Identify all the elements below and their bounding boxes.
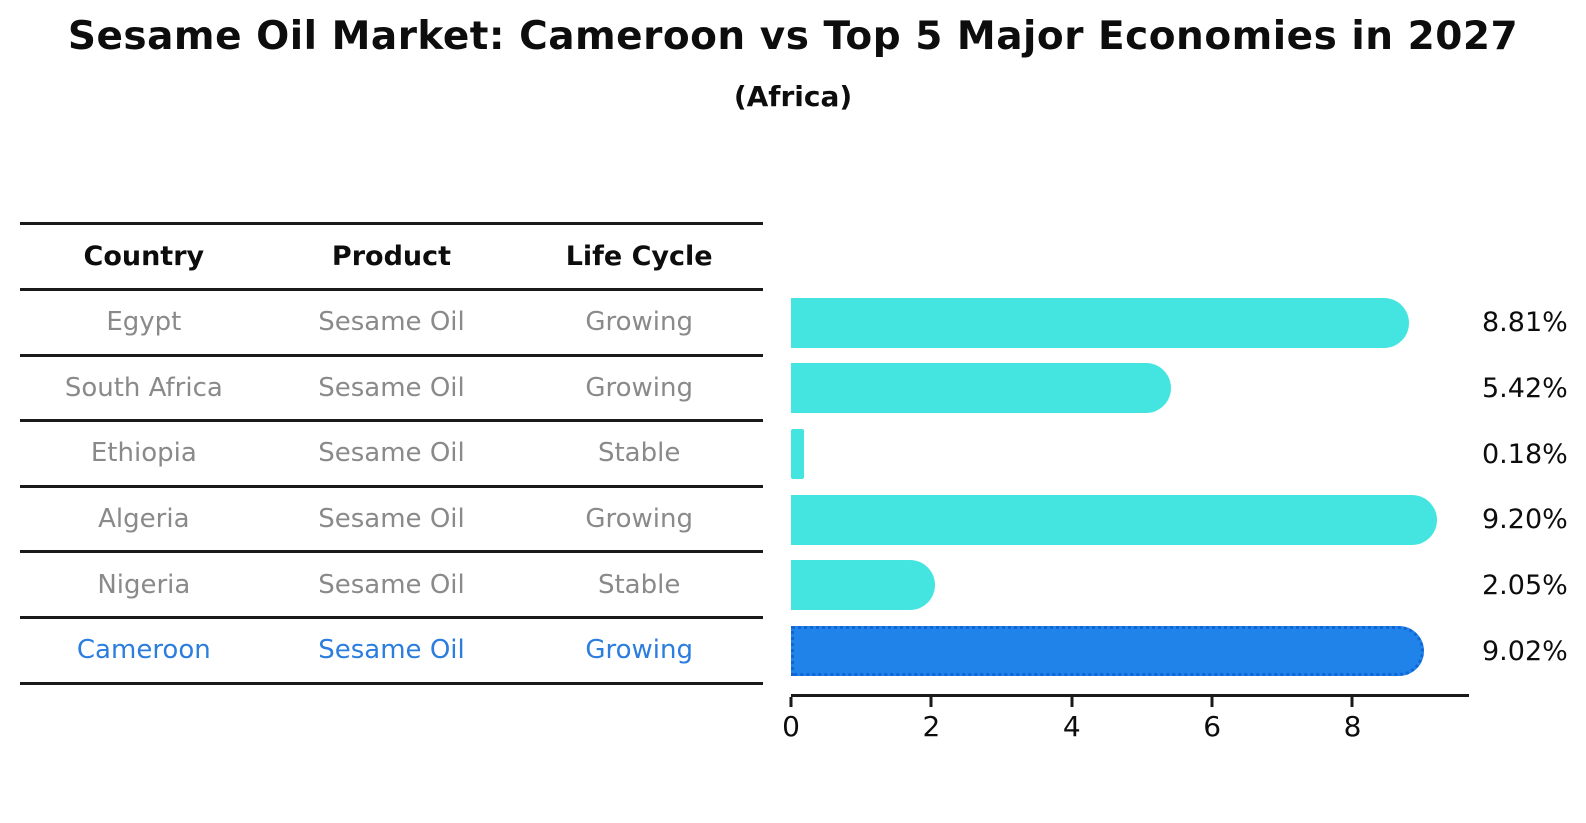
country-cell: Cameroon [76,635,211,666]
value-label-egypt: 8.81% [1482,307,1568,339]
value-label-nigeria: 2.05% [1482,569,1568,601]
bar-egypt [791,297,1410,348]
product-cell: Sesame Oil [318,372,465,403]
x-axis-tick-label: 4 [1062,710,1081,743]
page-title: Sesame Oil Market: Cameroon vs Top 5 Maj… [67,14,1519,59]
country-cell: Algeria [98,504,190,535]
x-axis-tick [789,697,793,707]
bar-row-south-africa [791,356,1469,422]
bar-cameroon [791,626,1425,677]
x-axis-tick [1350,697,1354,707]
country-cell: Nigeria [97,569,191,600]
bar-row-ethiopia [791,421,1469,487]
x-axis-tick-label: 2 [922,710,941,743]
table-row-nigeria: Nigeria Sesame Oil Stable [20,553,763,619]
bar-south-africa [791,363,1172,414]
header-country: Country [83,241,205,272]
product-cell: Sesame Oil [318,307,465,338]
value-label-cameroon: 9.02% [1482,635,1568,667]
value-label-ethiopia: 0.18% [1482,438,1568,470]
table-row-south-africa: South Africa Sesame Oil Growing [20,357,763,423]
x-axis-tick-label: 8 [1343,710,1362,743]
life-cycle-cell: Growing [585,307,693,338]
bar-row-cameroon [791,618,1469,684]
product-cell: Sesame Oil [318,504,465,535]
header-product: Product [331,241,452,272]
country-cell: Ethiopia [90,438,197,469]
country-cell: South Africa [64,372,223,403]
x-axis: 0 2 4 6 8 [782,694,1469,743]
table-header-row: Country Product Life Cycle [20,225,763,291]
bar-row-egypt [791,290,1469,356]
x-axis-tick-label: 0 [782,710,800,743]
value-label-column: 8.81% 5.42% 0.18% 9.20% 2.05% 9.02% [1482,290,1586,684]
table-row-algeria: Algeria Sesame Oil Growing [20,488,763,554]
life-cycle-cell: Growing [585,504,693,535]
x-axis-tick-label: 6 [1203,710,1222,743]
bar-ethiopia [791,429,804,480]
life-cycle-cell: Stable [597,569,681,600]
bar-nigeria [791,560,935,611]
x-axis-tick [1070,697,1074,707]
table-row-egypt: Egypt Sesame Oil Growing [20,291,763,357]
country-cell: Egypt [106,307,182,338]
value-label-algeria: 9.20% [1482,504,1568,536]
country-table: Country Product Life Cycle Egypt Sesame … [20,222,763,685]
product-cell: Sesame Oil [318,438,465,469]
value-label-south-africa: 5.42% [1482,372,1568,404]
bar-row-nigeria [791,553,1469,619]
header-life-cycle: Life Cycle [565,241,713,272]
life-cycle-cell: Growing [585,635,693,666]
bar-chart [791,290,1469,684]
bar-row-algeria [791,487,1469,553]
product-cell: Sesame Oil [318,569,465,600]
x-axis-tick [1210,697,1214,707]
life-cycle-cell: Growing [585,372,693,403]
table-row-cameroon: Cameroon Sesame Oil Growing [20,619,763,685]
x-axis-tick [929,697,933,707]
product-cell: Sesame Oil [318,635,465,666]
table-row-ethiopia: Ethiopia Sesame Oil Stable [20,422,763,488]
bar-algeria [791,494,1437,545]
life-cycle-cell: Stable [597,438,681,469]
page-subtitle: (Africa) [733,80,853,113]
